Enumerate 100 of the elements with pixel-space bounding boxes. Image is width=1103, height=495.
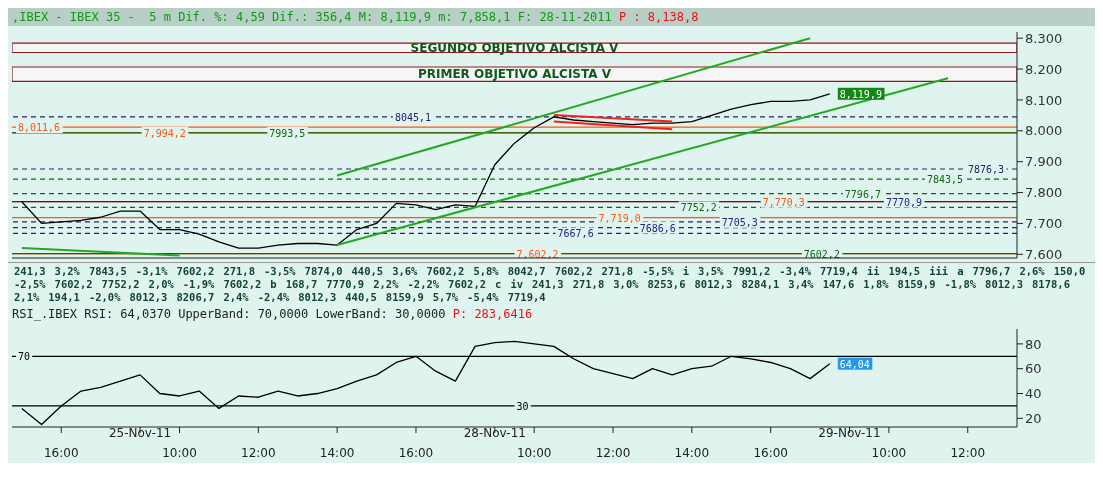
ref-line-label: 7796,7 (844, 188, 881, 200)
y-tick-label: 80 (1025, 336, 1042, 352)
text: 8012,3 (985, 278, 1024, 290)
ref-line-label: 7686,6 (639, 222, 676, 234)
text: 147,6 (822, 278, 855, 290)
text: i (682, 265, 690, 277)
y-tick-label: 7.700 (1025, 216, 1063, 232)
text: a (957, 265, 964, 277)
text: 5,8% (473, 265, 499, 277)
text: 3,6% (392, 265, 418, 277)
text: 7719,4 (819, 265, 858, 277)
text: 2,2% (373, 278, 399, 290)
x-tick-label: 16:00 (43, 446, 79, 460)
text: 241,3 (14, 265, 46, 277)
text: 1,8% (863, 278, 889, 290)
text: 440,5 (345, 291, 377, 303)
ref-line-label: 7,770,3 (762, 196, 805, 208)
ref-line-label: 7667,6 (557, 228, 594, 240)
ref-line-label: 7752,2 (680, 202, 717, 214)
text: 7602,2 (554, 265, 593, 277)
ref-line-label: 7705,3 (721, 216, 758, 228)
text: 7602,2 (448, 278, 487, 290)
text: 3,4% (788, 278, 814, 290)
x-tick-label: 12:00 (595, 446, 631, 460)
y-tick-label: 8.200 (1025, 61, 1063, 77)
x-tick-label: 16:00 (753, 446, 788, 460)
y-tick-label: 20 (1025, 410, 1042, 426)
text: -1,8% (944, 278, 977, 290)
text: 3,0% (613, 278, 639, 290)
x-tick-label: 10:00 (871, 446, 907, 460)
x-tick-label: 16:00 (398, 446, 434, 460)
text: 440,5 (351, 265, 384, 277)
text: c (495, 278, 502, 290)
ref-line-label: 7993,5 (269, 127, 306, 139)
x-tick-label: 12:00 (950, 446, 986, 460)
text: 7991,2 (732, 265, 771, 277)
data-label: 8,119,9 (839, 88, 882, 100)
text: 8253,6 (647, 278, 686, 290)
text: 194,5 (888, 265, 921, 277)
text: 7843,5 (88, 265, 127, 277)
data-label: 64,04 (839, 358, 870, 370)
text: 5,7% (432, 291, 459, 303)
text: 2,1% (14, 291, 40, 303)
text: -3,4% (779, 265, 811, 277)
y-tick-label: 7.900 (1025, 154, 1063, 170)
x-tick-label: 29-Nov-11 (818, 426, 881, 440)
text: -2,4% (257, 291, 290, 303)
band-label: PRIMER OBJETIVO ALCISTA V (417, 67, 612, 82)
text: 8284,1 (741, 278, 780, 290)
text: 3,2% (54, 265, 80, 277)
text: 271,8 (572, 278, 605, 290)
band-label: SEGUNDO OBJETIVO ALCISTA V (410, 41, 620, 56)
ref-line-label: 7770,9 (885, 196, 922, 208)
text: 7770,9 (326, 278, 365, 290)
text: 8012,3 (694, 278, 733, 290)
text: -5,4% (467, 291, 499, 303)
text: b (270, 278, 277, 290)
x-tick-label: 12:00 (241, 446, 276, 460)
text: 7796,7 (972, 265, 1011, 277)
text: 2,4% (223, 291, 249, 303)
y-tick-label: 8.300 (1025, 30, 1063, 46)
text: 8042,7 (507, 265, 546, 277)
y-tick-label: 40 (1025, 386, 1042, 402)
text: 7602,2 (54, 278, 93, 290)
y-tick-label: 8.000 (1025, 123, 1063, 139)
text: 8206,7 (176, 291, 215, 303)
chart-title: RSI_.IBEX RSI: 64,0370 UpperBand: 70,0000 LowerBand: 30,0000 (12, 307, 446, 321)
text: 2,6% (1019, 265, 1045, 277)
text: 241,3 (532, 278, 564, 290)
chart-subtitle: P: 283,6416 (452, 307, 533, 321)
text: 8178,6 (1032, 278, 1070, 290)
text: ii (866, 265, 880, 277)
text: 271,8 (601, 265, 634, 277)
text: iv (510, 278, 524, 290)
y-tick-label: 8.100 (1025, 92, 1063, 108)
text: 7719,4 (507, 291, 546, 303)
y-tick-label: 7.800 (1025, 185, 1063, 201)
text: 8159,9 (897, 278, 936, 290)
chart-title: ,IBEX - IBEX 35 - 5 m Dif. %: 4,59 Dif.: 356,4 M: 8,119,9 m: 7,858,1 F: 28-11-2011 (12, 10, 612, 24)
text: 150,0 (1053, 265, 1086, 277)
ref-line-label: 30 (516, 400, 529, 412)
text: 7602,2 (223, 278, 262, 290)
text: -2,5% (14, 278, 46, 290)
ref-line-label: 7,719,0 (598, 212, 641, 224)
text: -3,5% (264, 265, 296, 277)
text: -5,5% (642, 265, 674, 277)
text: 168,7 (285, 278, 318, 290)
ref-line-label: 8045,1 (394, 111, 431, 123)
text: 8159,9 (385, 291, 424, 303)
y-tick-label: 7.600 (1025, 246, 1063, 262)
ref-line-label: 7876,3 (967, 163, 1005, 175)
text: -2,2% (407, 278, 440, 290)
text: -2,0% (88, 291, 121, 303)
text: iii (929, 265, 949, 277)
text: 7752,2 (101, 278, 140, 290)
text: 271,8 (223, 265, 255, 277)
y-tick-label: 60 (1025, 361, 1042, 377)
text: 3,5% (698, 265, 724, 277)
text: 2,0% (148, 278, 174, 290)
text: 8012,3 (129, 291, 168, 303)
